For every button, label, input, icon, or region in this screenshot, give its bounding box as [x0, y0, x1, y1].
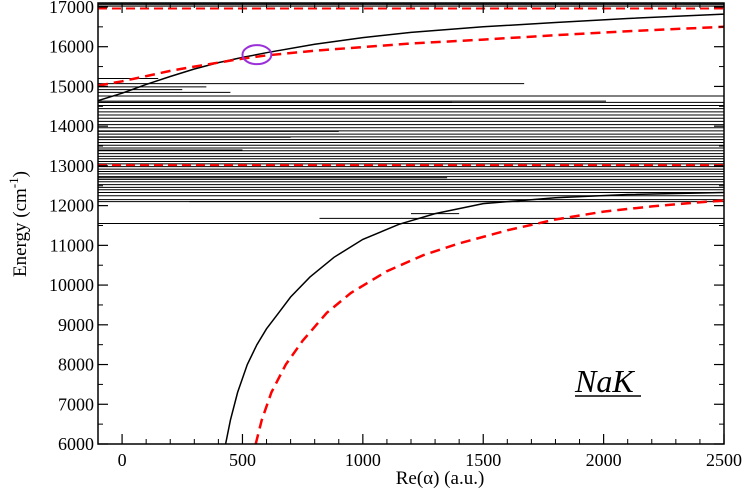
nak-annotation: NaK — [574, 363, 635, 399]
x-tick-label: 1500 — [465, 450, 501, 470]
y-tick-label: 13000 — [49, 156, 94, 176]
dashed-curve-3 — [254, 199, 724, 444]
y-tick-label: 15000 — [49, 76, 94, 96]
x-tick-label: 1000 — [345, 450, 381, 470]
y-tick-label: 12000 — [49, 196, 94, 216]
y-tick-label: 8000 — [58, 355, 94, 375]
x-tick-label: 2500 — [706, 450, 742, 470]
y-tick-label: 6000 — [58, 434, 94, 454]
y-axis-label-close: ) — [10, 171, 31, 177]
solid-curve-2 — [224, 191, 724, 444]
x-tick-label: 2000 — [586, 450, 622, 470]
y-tick-label: 17000 — [49, 0, 94, 17]
x-tick-label: 0 — [118, 450, 127, 470]
y-axis-label-main: Energy (cm — [10, 188, 31, 277]
svg-text:Energy (cm-1): Energy (cm-1) — [6, 171, 31, 277]
crossing-circle — [241, 44, 273, 66]
y-tick-label: 7000 — [58, 394, 94, 414]
y-tick-label: 16000 — [49, 37, 94, 57]
x-axis-label: Re(α) (a.u.) — [396, 468, 485, 489]
y-axis-label: Energy (cm-1) — [6, 171, 31, 277]
x-tick-label: 500 — [229, 450, 256, 470]
y-tick-label: 9000 — [58, 315, 94, 335]
y-tick-label: 14000 — [49, 116, 94, 136]
axes: 0 500 1000 1500 2000 2500 6000 7000 8000 9000 1000… — [49, 0, 742, 470]
y-axis-label-sup: -1 — [6, 177, 21, 188]
y-tick-label: 10000 — [49, 275, 94, 295]
y-tick-label: 11000 — [50, 235, 94, 255]
plot-area — [98, 3, 724, 444]
solid-curve-0 — [98, 13, 724, 102]
dashed-curve-1 — [98, 25, 724, 87]
